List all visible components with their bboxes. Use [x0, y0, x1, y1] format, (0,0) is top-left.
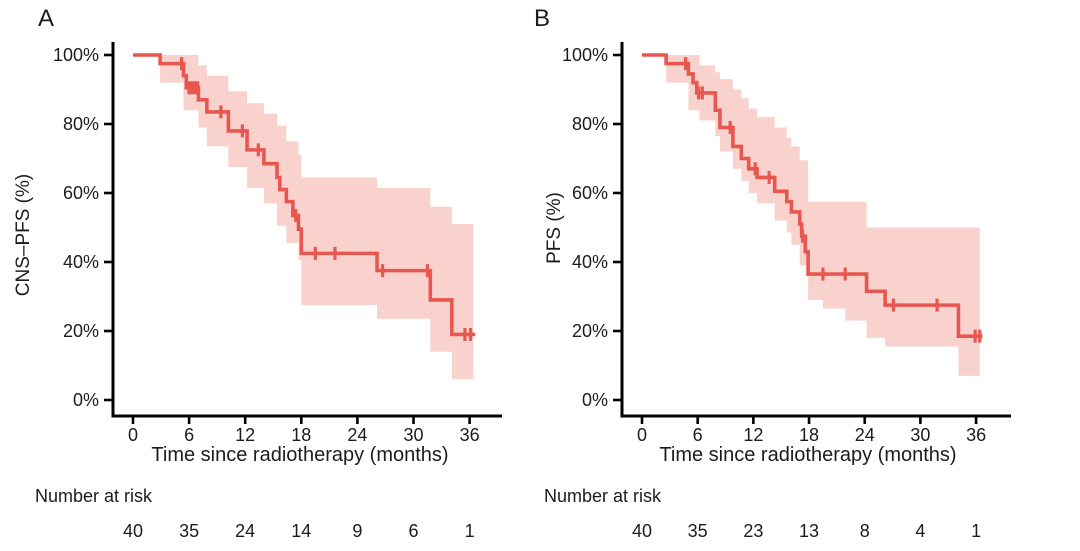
x-tick-label: 18: [799, 425, 819, 445]
number-at-risk-value: 14: [291, 521, 311, 541]
y-tick-label: 20%: [63, 321, 99, 341]
panel-b-number-at-risk-heading: Number at risk: [544, 486, 662, 506]
number-at-risk-value: 4: [915, 521, 925, 541]
panel-b-letter: B: [534, 5, 551, 32]
y-tick-label: 40%: [572, 252, 608, 272]
panel-a-number-at-risk-heading: Number at risk: [35, 486, 153, 506]
y-tick-label: 60%: [572, 183, 608, 203]
number-at-risk-value: 24: [235, 521, 255, 541]
number-at-risk-value: 40: [632, 521, 652, 541]
panel-b-y-axis-title: PFS (%): [544, 192, 565, 264]
y-tick-label: 0%: [582, 390, 608, 410]
x-tick-label: 18: [291, 425, 311, 445]
confidence-band: [666, 55, 980, 376]
panel-a-plot: 0 40 6 35 12 24 18 14 24 9 30 6 36 1 0% 20% 40% 60% 80% 100…: [53, 42, 502, 541]
x-tick-label: 0: [128, 425, 138, 445]
survival-curve: [642, 53, 983, 338]
y-tick-label: 80%: [572, 114, 608, 134]
x-tick-label: 12: [743, 425, 763, 445]
x-tick-label: 6: [693, 425, 703, 445]
number-at-risk-value: 13: [799, 521, 819, 541]
x-tick-label: 0: [637, 425, 647, 445]
x-tick-label: 36: [966, 425, 986, 445]
panel-a-letter: A: [38, 5, 55, 32]
x-tick-label: 24: [855, 425, 875, 445]
y-tick-label: 0%: [73, 390, 99, 410]
y-tick-label: 100%: [53, 45, 99, 65]
x-tick-label: 30: [910, 425, 930, 445]
y-tick-label: 60%: [63, 183, 99, 203]
x-tick-label: 24: [347, 425, 367, 445]
number-at-risk-value: 6: [408, 521, 418, 541]
panel-b-plot: 0 40 6 35 12 23 18 13 24 8 30 4 36 1 0% 20% 40% 60% 80% 100…: [562, 42, 1011, 541]
y-tick-label: 40%: [63, 252, 99, 272]
x-tick-label: 30: [403, 425, 423, 445]
number-at-risk-value: 23: [743, 521, 763, 541]
x-tick-label: 6: [184, 425, 194, 445]
panel-a-x-axis-title: Time since radiotherapy (months): [151, 444, 449, 466]
number-at-risk-value: 9: [352, 521, 362, 541]
y-tick-label: 100%: [562, 45, 608, 65]
x-tick-label: 12: [235, 425, 255, 445]
survival-curve: [133, 53, 476, 337]
x-tick-label: 36: [460, 425, 480, 445]
number-at-risk-value: 8: [860, 521, 870, 541]
number-at-risk-value: 35: [179, 521, 199, 541]
number-at-risk-value: 1: [971, 521, 981, 541]
number-at-risk-value: 35: [688, 521, 708, 541]
confidence-band: [160, 55, 474, 380]
number-at-risk-value: 40: [123, 521, 143, 541]
y-tick-label: 20%: [572, 321, 608, 341]
number-at-risk-value: 1: [465, 521, 475, 541]
panel-a-y-axis-title: CNS–PFS (%): [13, 173, 34, 297]
panel-b-x-axis-title: Time since radiotherapy (months): [659, 444, 957, 466]
y-tick-label: 80%: [63, 114, 99, 134]
